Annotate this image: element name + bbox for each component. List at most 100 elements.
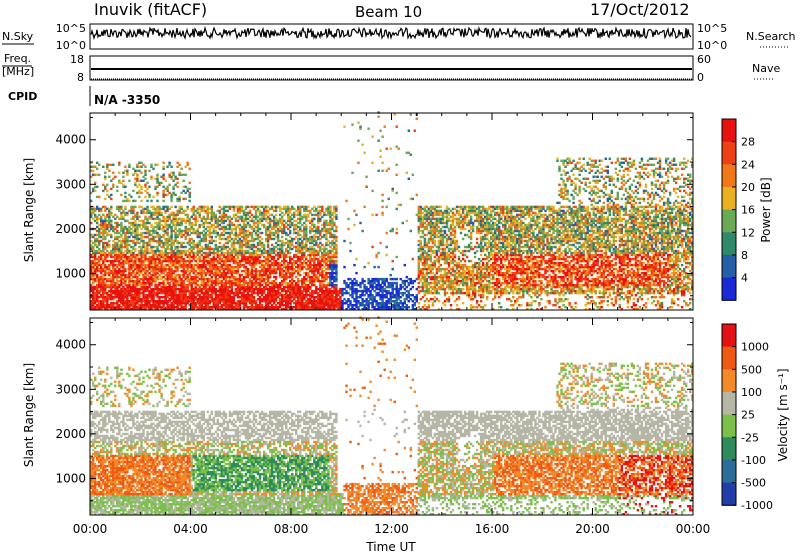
- heatmap-cell: [158, 300, 161, 303]
- heatmap-cell: [242, 281, 246, 285]
- heatmap-cell: [254, 306, 258, 309]
- heatmap-cell: [184, 185, 187, 189]
- heatmap-cell: [146, 225, 149, 229]
- heatmap-cell: [144, 231, 147, 235]
- heatmap-cell: [164, 287, 167, 291]
- heatmap-cell: [124, 283, 127, 287]
- heatmap-cell: [246, 300, 250, 303]
- heatmap-cell: [170, 251, 173, 255]
- heatmap-cell: [230, 269, 234, 273]
- heatmap-cell: [110, 219, 113, 223]
- heatmap-cell: [238, 233, 242, 237]
- heatmap-cell: [100, 249, 103, 253]
- heatmap-cell: [102, 289, 105, 293]
- heatmap-cell: [162, 225, 165, 229]
- heatmap-cell: [166, 302, 169, 305]
- heatmap-cell: [152, 267, 155, 271]
- heatmap-cell: [150, 229, 153, 233]
- heatmap-cell: [242, 279, 246, 283]
- heatmap-cell: [126, 243, 129, 247]
- heatmap-cell: [94, 263, 97, 267]
- heatmap-cell: [180, 233, 183, 237]
- heatmap-cell: [182, 300, 185, 303]
- heatmap-cell: [180, 249, 183, 253]
- heatmap-cell: [92, 265, 95, 269]
- heatmap-cell: [238, 239, 242, 243]
- heatmap-cell: [234, 277, 238, 281]
- heatmap-cell: [114, 289, 117, 293]
- heatmap-cell: [190, 209, 193, 213]
- heatmap-cell: [140, 302, 143, 305]
- heatmap-cell: [204, 294, 208, 297]
- heatmap-cell: [210, 308, 214, 311]
- heatmap-cell: [128, 267, 131, 271]
- heatmap-cell: [126, 251, 129, 255]
- heatmap-cell: [194, 223, 197, 227]
- heatmap-cell: [134, 300, 137, 303]
- heatmap-cell: [142, 175, 145, 179]
- heatmap-cell: [224, 289, 228, 293]
- heatmap-cell: [238, 289, 242, 293]
- heatmap-cell: [92, 304, 95, 307]
- heatmap-cell: [226, 255, 230, 259]
- heatmap-cell: [106, 165, 109, 169]
- heatmap-cell: [250, 239, 254, 243]
- heatmap-cell: [112, 183, 115, 187]
- heatmap-cell: [146, 209, 149, 213]
- heatmap-cell: [182, 251, 185, 255]
- heatmap-cell: [172, 171, 175, 175]
- heatmap-cell: [146, 243, 149, 247]
- heatmap-cell: [184, 308, 187, 311]
- heatmap-cell: [94, 273, 97, 277]
- heatmap-cell: [92, 247, 95, 251]
- heatmap-cell: [208, 267, 212, 271]
- heatmap-cell: [200, 279, 204, 283]
- heatmap-cell: [230, 302, 234, 305]
- heatmap-cell: [148, 259, 151, 263]
- heatmap-cell: [238, 279, 242, 283]
- heatmap-cell: [142, 291, 145, 295]
- heatmap-cell: [244, 213, 248, 217]
- heatmap-cell: [162, 259, 165, 263]
- heatmap-cell: [118, 163, 121, 167]
- heatmap-cell: [136, 217, 139, 221]
- heatmap-cell: [244, 304, 248, 307]
- heatmap-cell: [321, 263, 324, 267]
- heatmap-cell: [214, 215, 218, 219]
- heatmap-cell: [162, 257, 165, 261]
- heatmap-cell: [102, 223, 105, 227]
- heatmap-cell: [152, 304, 155, 307]
- heatmap-cell: [98, 300, 101, 303]
- heatmap-cell: [162, 191, 165, 195]
- heatmap-cell: [172, 306, 175, 309]
- heatmap-cell: [174, 285, 177, 289]
- heatmap-cell: [186, 275, 189, 279]
- heatmap-cell: [94, 291, 97, 295]
- heatmap-cell: [114, 235, 117, 239]
- heatmap-cell: [168, 207, 171, 211]
- heatmap-cell: [236, 207, 240, 211]
- heatmap-cell: [116, 289, 119, 293]
- heatmap-cell: [202, 291, 206, 295]
- heatmap-cell: [138, 265, 141, 269]
- heatmap-cell: [154, 304, 157, 307]
- heatmap-cell: [248, 211, 252, 215]
- heatmap-cell: [172, 294, 175, 297]
- heatmap-cell: [218, 241, 222, 245]
- heatmap-cell: [230, 217, 234, 221]
- heatmap-cell: [250, 257, 254, 261]
- heatmap-cell: [130, 296, 133, 299]
- heatmap-cell: [124, 261, 127, 265]
- heatmap-cell: [250, 265, 254, 269]
- heatmap-cell: [250, 269, 254, 273]
- heatmap-cell: [254, 277, 258, 281]
- heatmap-cell: [178, 294, 181, 297]
- heatmap-cell: [238, 275, 242, 279]
- heatmap-cell: [236, 265, 240, 269]
- heatmap-cell: [138, 294, 141, 297]
- heatmap-cell: [228, 289, 232, 293]
- heatmap-cell: [166, 189, 169, 193]
- heatmap-cell: [236, 263, 240, 267]
- heatmap-cell: [114, 269, 117, 273]
- heatmap-cell: [200, 304, 204, 307]
